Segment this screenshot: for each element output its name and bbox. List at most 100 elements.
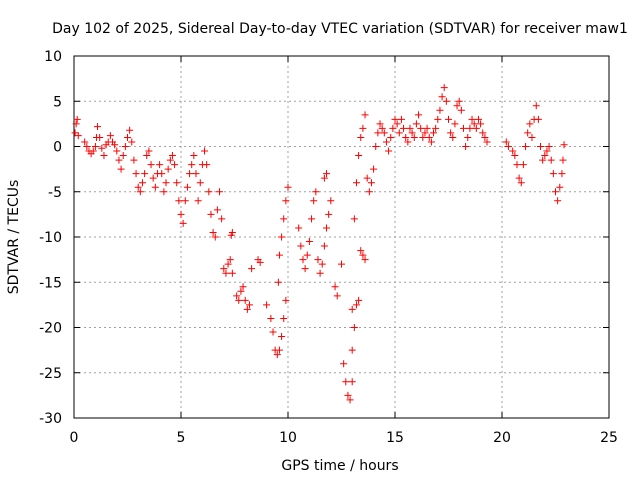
data-point <box>410 133 418 141</box>
y-tick-label: -20 <box>39 321 62 337</box>
data-point <box>130 156 138 164</box>
data-point <box>216 188 224 196</box>
data-point <box>558 170 566 178</box>
data-point <box>338 260 345 268</box>
y-tick-label: -25 <box>39 366 62 382</box>
data-point <box>228 228 236 236</box>
data-point <box>363 174 371 182</box>
data-point <box>502 138 510 146</box>
data-point <box>222 269 230 277</box>
chart-title: Day 102 of 2025, Sidereal Day-to-day VTE… <box>52 21 628 37</box>
data-point <box>457 106 465 114</box>
data-point <box>134 183 142 191</box>
data-point <box>423 124 431 132</box>
data-point <box>445 115 452 123</box>
data-point <box>382 138 390 146</box>
data-point <box>387 133 395 141</box>
data-point <box>477 120 485 128</box>
data-point <box>350 324 358 331</box>
data-point <box>213 206 221 214</box>
data-point <box>121 143 129 150</box>
data-point <box>282 296 290 304</box>
data-point <box>305 238 313 246</box>
data-point <box>98 144 106 152</box>
data-point <box>312 188 320 196</box>
data-point <box>365 188 373 196</box>
data-point <box>427 138 435 146</box>
y-tick-label: -10 <box>39 230 62 246</box>
data-point <box>141 170 149 178</box>
data-point <box>361 111 369 119</box>
data-point <box>318 260 326 268</box>
data-point <box>344 391 352 399</box>
data-point <box>331 283 339 291</box>
data-point <box>361 256 369 264</box>
data-point <box>100 152 108 160</box>
data-point <box>559 156 567 164</box>
data-point <box>320 242 328 250</box>
data-point <box>177 210 185 218</box>
data-point <box>136 188 144 196</box>
data-point <box>273 351 281 359</box>
data-point <box>466 124 474 132</box>
data-point <box>474 115 482 123</box>
data-point <box>145 147 153 155</box>
data-point <box>256 258 264 266</box>
data-point <box>209 228 217 236</box>
data-point <box>367 179 375 187</box>
data-point <box>372 143 380 150</box>
data-point <box>515 174 523 182</box>
data-point <box>160 188 168 196</box>
data-point <box>552 188 559 196</box>
data-point <box>188 161 196 169</box>
data-point <box>342 378 350 386</box>
data-point <box>263 301 271 309</box>
data-point <box>376 120 384 128</box>
data-point <box>147 161 155 169</box>
data-point <box>333 292 341 300</box>
data-point <box>194 197 202 205</box>
data-point <box>528 133 536 141</box>
x-tick-label: 25 <box>600 430 618 446</box>
data-point <box>348 346 356 354</box>
data-point <box>158 170 166 178</box>
data-point <box>83 143 91 150</box>
data-point <box>233 292 241 300</box>
data-point <box>74 132 82 140</box>
data-point <box>408 129 416 137</box>
data-point <box>132 170 140 178</box>
data-point <box>267 314 275 322</box>
data-point <box>554 197 562 205</box>
data-markers <box>71 84 568 404</box>
plot-frame <box>73 55 610 419</box>
data-point <box>218 215 226 223</box>
data-point <box>96 133 104 141</box>
data-point <box>348 378 356 386</box>
data-point <box>449 133 457 141</box>
data-point <box>417 124 425 132</box>
data-point <box>355 152 363 160</box>
data-point <box>248 265 256 273</box>
data-point <box>183 183 191 191</box>
data-point <box>239 283 247 291</box>
data-point <box>207 210 215 218</box>
data-point <box>459 124 467 132</box>
data-point <box>325 210 333 218</box>
data-point <box>464 133 472 141</box>
data-point <box>164 165 172 173</box>
data-point <box>201 147 209 155</box>
data-point <box>220 265 228 273</box>
data-point <box>72 120 80 128</box>
data-point <box>470 120 478 128</box>
data-point <box>91 143 99 150</box>
data-point <box>346 396 354 404</box>
data-point <box>175 197 183 205</box>
data-point <box>171 161 179 169</box>
data-point <box>310 197 318 205</box>
data-point <box>297 242 305 250</box>
data-point <box>323 170 331 178</box>
y-tick-label: 5 <box>53 94 62 110</box>
data-point <box>479 129 487 137</box>
data-point <box>389 124 397 132</box>
data-point <box>327 197 335 205</box>
